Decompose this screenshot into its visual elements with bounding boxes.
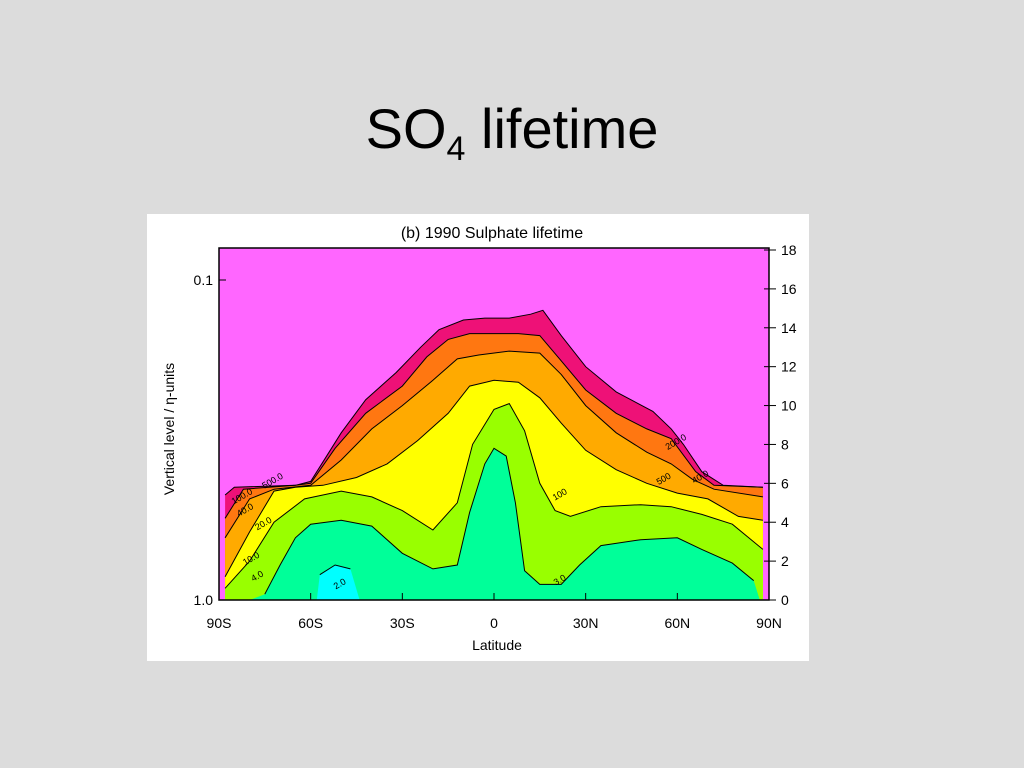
contour-labels: 2.0 3.04.010.020.040.0100.0500.0100500200… [230,432,711,591]
y-right-tick-label: 12 [781,359,797,375]
x-tick-label: 60N [664,615,690,631]
y-right-tick-label: 14 [781,320,797,336]
y-right-tick-label: 10 [781,398,797,414]
x-tick-label: 90S [207,615,232,631]
slide-title: SO4 lifetime [0,98,1024,168]
y-right-tick-label: 18 [781,242,797,258]
y-right-tick-label: 0 [781,592,789,608]
contour-fills [219,248,769,600]
x-tick-label: 0 [490,615,498,631]
x-tick-label: 60S [298,615,323,631]
axes: 90S 60S 30S 0 30N 60N 90N 0.1 1.0 0 2 4 6 8 10 12 14 16 18 [194,242,797,631]
x-tick-label: 30N [573,615,599,631]
contour-line [224,350,763,539]
x-tick-label: 30S [390,615,415,631]
figure-panel: (b) 1990 Sulphate lifetime 2.0 3.0 4.0 10.0… [147,214,809,661]
x-tick-label: 90N [756,615,782,631]
x-axis-label: Latitude [472,637,522,653]
contour-line [264,447,755,595]
lifetime-contour-chart: (b) 1990 Sulphate lifetime 2.0 3.04.010.0… [161,225,797,653]
y-left-tick-label: 0.1 [194,272,214,288]
contour-line [224,309,763,496]
slide-title-rest: lifetime [465,97,659,160]
contour-line [319,564,351,576]
contour-fill-band [249,448,760,600]
contour-line [224,333,763,519]
slide-title-main: SO [365,97,447,160]
y-right-tick-label: 2 [781,553,789,569]
y-right-tick-label: 8 [781,436,789,452]
contour-line [224,402,764,589]
y-left-tick-label: 1.0 [194,592,214,608]
y-axis-label: Vertical level / η-units [161,363,177,495]
chart-title: (b) 1990 Sulphate lifetime [401,225,583,242]
y-right-tick-label: 4 [781,514,789,530]
contour-line [224,379,763,577]
y-right-tick-label: 6 [781,475,789,491]
contour-lines [224,309,764,595]
y-right-tick-label: 16 [781,281,797,297]
slide-title-subscript: 4 [446,130,466,168]
contour-fill-band [316,565,360,600]
